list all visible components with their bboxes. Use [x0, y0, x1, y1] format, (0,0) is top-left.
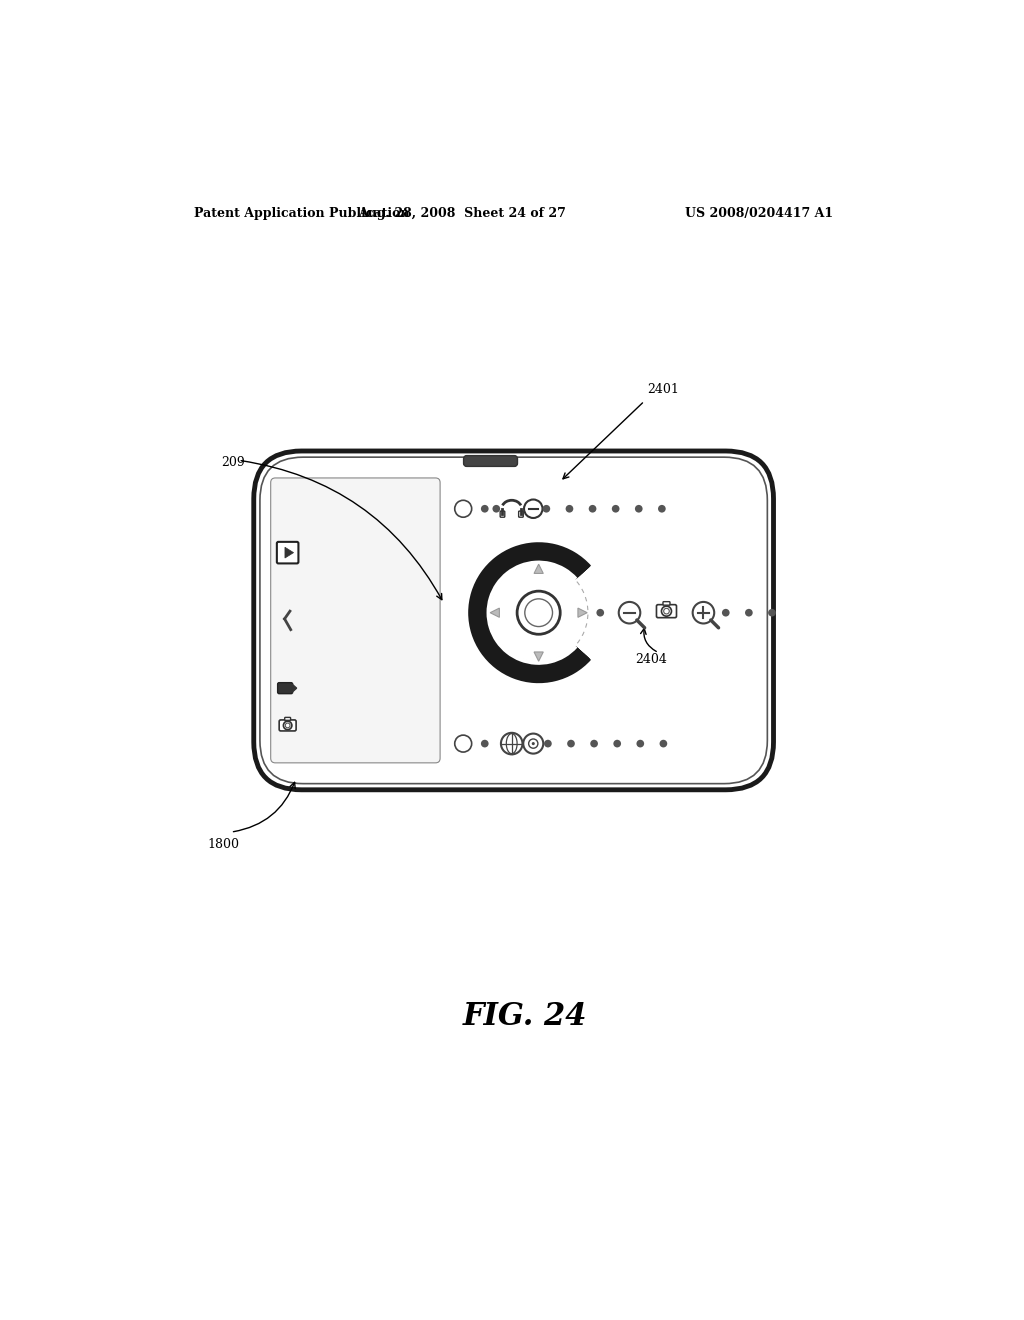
- Polygon shape: [490, 609, 500, 618]
- Text: 2404: 2404: [636, 653, 668, 665]
- Circle shape: [611, 504, 620, 512]
- Polygon shape: [578, 609, 587, 618]
- Circle shape: [543, 504, 550, 512]
- Circle shape: [286, 723, 290, 727]
- FancyBboxPatch shape: [464, 455, 517, 466]
- FancyBboxPatch shape: [278, 682, 293, 694]
- FancyBboxPatch shape: [276, 543, 298, 564]
- FancyBboxPatch shape: [254, 451, 773, 789]
- Polygon shape: [535, 652, 544, 661]
- Circle shape: [590, 739, 598, 747]
- FancyBboxPatch shape: [285, 717, 291, 721]
- Circle shape: [722, 609, 730, 616]
- Circle shape: [517, 591, 560, 635]
- Circle shape: [493, 504, 500, 512]
- Circle shape: [745, 609, 753, 616]
- Circle shape: [662, 606, 672, 616]
- Text: 2401: 2401: [647, 383, 679, 396]
- Circle shape: [635, 504, 643, 512]
- Circle shape: [637, 739, 644, 747]
- Circle shape: [531, 742, 535, 744]
- FancyBboxPatch shape: [280, 719, 296, 731]
- Polygon shape: [285, 548, 294, 558]
- Text: 209: 209: [221, 457, 245, 470]
- Text: Patent Application Publication: Patent Application Publication: [194, 207, 410, 220]
- Circle shape: [565, 504, 573, 512]
- Text: Aug. 28, 2008  Sheet 24 of 27: Aug. 28, 2008 Sheet 24 of 27: [357, 207, 565, 220]
- Polygon shape: [535, 564, 544, 573]
- Circle shape: [659, 739, 668, 747]
- Circle shape: [768, 609, 776, 616]
- Circle shape: [613, 739, 621, 747]
- Circle shape: [481, 504, 488, 512]
- Circle shape: [525, 599, 553, 627]
- Polygon shape: [292, 684, 297, 692]
- Circle shape: [284, 721, 292, 730]
- Circle shape: [658, 504, 666, 512]
- Circle shape: [664, 609, 670, 614]
- Text: US 2008/0204417 A1: US 2008/0204417 A1: [685, 207, 834, 220]
- Circle shape: [589, 504, 596, 512]
- Text: FIG. 24: FIG. 24: [463, 1002, 587, 1032]
- FancyBboxPatch shape: [663, 602, 670, 605]
- Circle shape: [544, 739, 552, 747]
- Circle shape: [481, 739, 488, 747]
- Circle shape: [596, 609, 604, 616]
- Circle shape: [567, 739, 574, 747]
- FancyBboxPatch shape: [270, 478, 440, 763]
- Text: 1800: 1800: [208, 838, 240, 850]
- FancyBboxPatch shape: [656, 605, 677, 618]
